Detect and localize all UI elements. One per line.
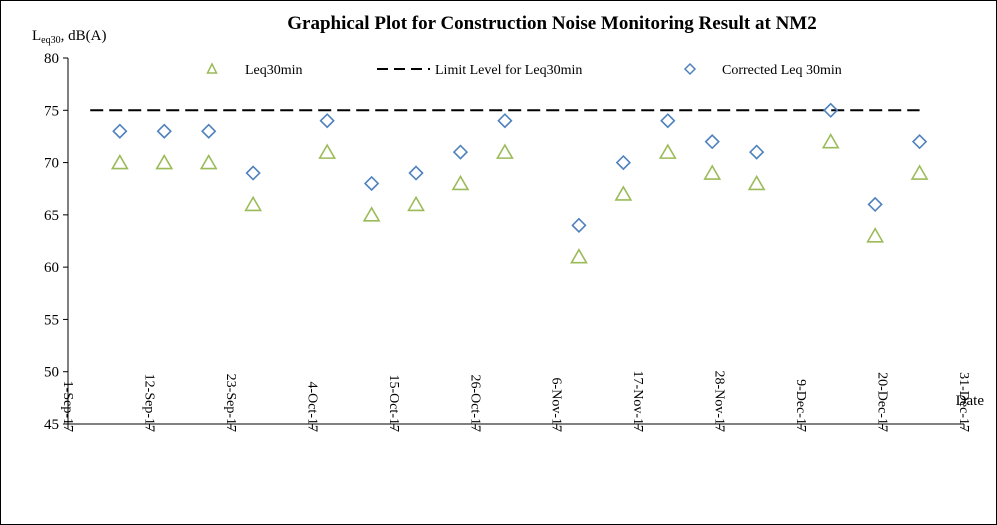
leq30min-point xyxy=(496,143,514,159)
legend-triangle-marker xyxy=(206,62,218,74)
corrected-leq-point xyxy=(497,113,513,129)
corrected-leq-point xyxy=(911,134,928,150)
y-tick-label: 75 xyxy=(44,103,59,119)
leq30min-point xyxy=(451,174,470,191)
x-tick-label: 1-Sep-17 xyxy=(60,381,75,432)
leq30min-point xyxy=(866,227,885,243)
x-tick-label: 6-Nov-17 xyxy=(549,378,564,432)
y-axis-label-rest: , dB(A) xyxy=(61,28,107,44)
leq30min-point xyxy=(362,206,381,222)
legend-item-leq30min: Leq30min xyxy=(206,62,303,78)
x-tick-label: 23-Sep-17 xyxy=(223,374,238,432)
leq30min-point xyxy=(110,153,129,170)
corrected-leq-point xyxy=(319,113,335,129)
y-axis-label: Leq30, dB(A) xyxy=(32,28,106,46)
corrected-leq-point xyxy=(571,217,587,233)
legend-item-corrected-leq: Corrected Leq 30min xyxy=(683,62,842,78)
leq30min-point xyxy=(821,133,840,149)
corrected-leq-point xyxy=(245,165,261,181)
legend-item-limit-level: Limit Level for Leq30min xyxy=(377,63,582,78)
axis-ticks: 45 50 55 60 65 70 75 80 1-Sep-17 12-Sep-17 23-Sep-… xyxy=(44,51,971,433)
chart-title: Graphical Plot for Construction Noise Mo… xyxy=(287,13,817,34)
corrected-leq-point xyxy=(660,113,676,129)
corrected-leq-point xyxy=(452,144,469,160)
legend-label-leq30min: Leq30min xyxy=(245,63,303,78)
corrected-leq-point xyxy=(363,175,380,192)
corrected-leq-point xyxy=(615,154,632,171)
y-axis-label-main: L xyxy=(32,28,41,44)
corrected-leq-point xyxy=(408,165,424,181)
corrected-leq-point xyxy=(201,123,217,139)
x-tick-label: 28-Nov-17 xyxy=(712,371,727,432)
x-tick-label: 20-Dec-17 xyxy=(875,372,890,432)
legend-label-limit-level: Limit Level for Leq30min xyxy=(435,63,582,78)
y-tick-label: 50 xyxy=(44,365,59,381)
x-tick-label: 4-Oct-17 xyxy=(304,381,319,432)
data-points xyxy=(110,102,929,264)
y-tick-label: 80 xyxy=(44,51,59,67)
corrected-leq-point xyxy=(867,196,883,213)
corrected-leq-point xyxy=(112,123,128,139)
leq30min-point xyxy=(155,153,174,170)
x-tick-label: 26-Oct-17 xyxy=(467,374,482,432)
leq30min-point xyxy=(658,143,677,159)
y-tick-label: 60 xyxy=(44,260,59,276)
y-tick-label: 65 xyxy=(44,208,59,224)
leq30min-point xyxy=(199,153,218,170)
leq30min-point xyxy=(318,143,337,159)
leq30min-point xyxy=(570,248,588,264)
axes xyxy=(67,58,964,425)
legend-diamond-marker xyxy=(683,62,697,76)
x-tick-label: 12-Sep-17 xyxy=(141,374,156,432)
leq30min-point xyxy=(747,174,766,191)
corrected-leq-point xyxy=(156,123,172,139)
y-tick-label: 45 xyxy=(44,417,59,433)
x-tick-label: 31-Dec-17 xyxy=(956,372,971,432)
y-axis-label-sub: eq30 xyxy=(41,35,60,46)
leq30min-point xyxy=(244,195,263,212)
x-tick-label: 17-Nov-17 xyxy=(630,371,645,432)
leq30min-point xyxy=(407,195,425,212)
leq30min-point xyxy=(703,164,722,180)
corrected-leq-point xyxy=(823,102,839,118)
corrected-leq-point xyxy=(749,144,765,160)
leq30min-point xyxy=(614,185,633,201)
legend: Leq30min Limit Level for Leq30min Correcte… xyxy=(206,62,842,78)
corrected-leq-point xyxy=(704,134,720,150)
x-axis-label: Date xyxy=(956,393,985,409)
x-tick-label: 9-Dec-17 xyxy=(793,379,808,432)
x-tick-label: 15-Oct-17 xyxy=(386,374,401,432)
y-tick-label: 70 xyxy=(44,156,59,172)
leq30min-point xyxy=(910,164,929,180)
legend-label-corrected-leq: Corrected Leq 30min xyxy=(722,63,842,78)
y-tick-label: 55 xyxy=(44,312,59,328)
